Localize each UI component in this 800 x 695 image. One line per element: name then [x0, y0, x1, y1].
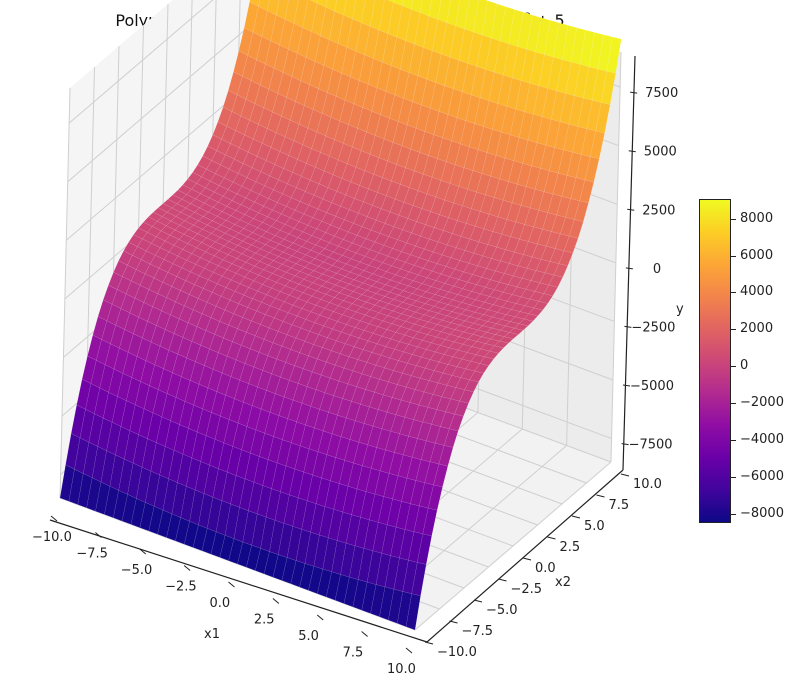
x1-tick-label: 0.0	[210, 596, 231, 611]
colorbar-tick	[731, 403, 736, 405]
y-axis-line	[622, 55, 636, 471]
y-axis-ticks: −7500 −5000 −2500 0 2500 5000 7500	[621, 86, 678, 453]
x1-tick-label: 2.5	[254, 613, 275, 628]
x1-axis-line	[49, 519, 428, 643]
x1-tick-label: 10.0	[387, 662, 416, 677]
colorbar-tick	[731, 218, 736, 220]
x2-axis-ticks: −10.0 −7.5 −5.0 −2.5 0.0 2.55.0 7.510.0	[424, 473, 662, 660]
x1-tick-label: 7.5	[343, 646, 364, 661]
colorbar-tick	[731, 366, 736, 368]
y-tick-label: 7500	[645, 86, 678, 101]
colorbar-tick-label: −4000	[740, 432, 784, 448]
y-tick-label: −2500	[631, 320, 675, 335]
y-tick-label: −5000	[630, 379, 674, 394]
x1-tick-label: −7.5	[76, 547, 108, 562]
colorbar-tick-label: 8000	[740, 210, 774, 226]
x2-tick-label: 2.5	[560, 540, 581, 555]
surface-mesh	[59, 0, 622, 631]
x2-tick-label: 10.0	[633, 477, 662, 492]
x1-tick-label: 5.0	[298, 629, 319, 644]
colorbar-tick	[731, 440, 736, 442]
colorbar-tick	[731, 477, 736, 479]
x2-axis-line	[426, 469, 624, 643]
x2-tick-label: 7.5	[609, 498, 630, 513]
x2-tick-label: −2.5	[511, 582, 543, 597]
colorbar-tick-label: 6000	[740, 247, 774, 263]
colorbar-tick	[731, 514, 736, 516]
x1-tick-label: −2.5	[165, 580, 197, 595]
x2-tick-label: 0.0	[535, 561, 556, 576]
y-tick-label: 2500	[642, 203, 675, 218]
axis-lines	[49, 55, 636, 643]
x2-axis-label: x2	[555, 575, 571, 590]
x2-tick-label: 5.0	[584, 519, 605, 534]
colorbar-tick	[731, 255, 736, 257]
x1-axis-label: x1	[204, 627, 220, 642]
x1-tick-label: −5.0	[121, 563, 153, 578]
y-axis-label: y	[676, 302, 684, 317]
colorbar-tick	[731, 292, 736, 294]
colorbar-tick-label: −6000	[740, 469, 784, 485]
colorbar-tick	[731, 329, 736, 331]
y-tick-label: 5000	[644, 145, 677, 160]
colorbar-tick-label: 0	[740, 358, 749, 374]
colorbar-tick-label: 2000	[740, 321, 774, 337]
colorbar-tick-label: −2000	[740, 395, 784, 411]
x2-tick-label: −5.0	[486, 603, 518, 618]
x2-tick-label: −10.0	[437, 645, 477, 660]
x2-tick-label: −7.5	[462, 624, 494, 639]
colorbar	[699, 199, 731, 523]
x1-tick-label: −10.0	[32, 530, 72, 545]
colorbar-tick-label: 4000	[740, 284, 774, 300]
y-tick-label: 0	[653, 262, 661, 277]
y-tick-label: −7500	[629, 438, 673, 453]
x1-axis-ticks: −10.0 −7.5 −5.0 −2.5 0.0 2.5 5.0 7.5 10.0	[32, 515, 416, 677]
colorbar-tick-label: −8000	[740, 506, 784, 522]
